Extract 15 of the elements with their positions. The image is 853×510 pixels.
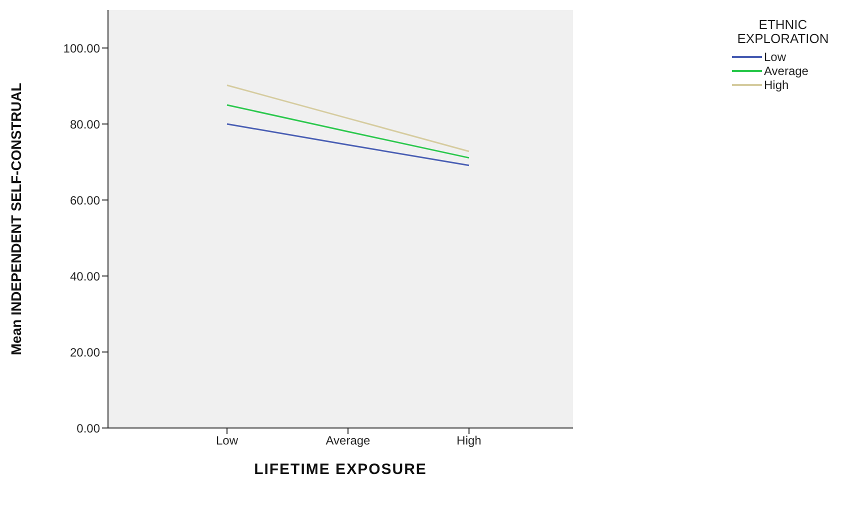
y-axis-title: Mean INDEPENDENT SELF-CONSTRUAL (8, 82, 24, 356)
y-tick-label: 40.00 (70, 269, 100, 284)
y-tick-label: 80.00 (70, 117, 100, 132)
legend-label: Average (764, 64, 808, 78)
x-tick-label: Low (216, 434, 238, 448)
legend-label: Low (764, 50, 786, 64)
y-tick-label: 0.00 (76, 421, 100, 436)
legend-label: High (764, 78, 789, 92)
x-tick-label: Average (326, 434, 371, 448)
x-tick-label: High (456, 434, 482, 448)
y-tick-label: 100.00 (63, 41, 100, 56)
legend-title: ETHNIC EXPLORATION (736, 17, 830, 46)
y-tick-label: 60.00 (70, 193, 100, 208)
y-tick-label: 20.00 (70, 345, 100, 360)
x-axis-title: LIFETIME EXPOSURE (254, 461, 427, 478)
